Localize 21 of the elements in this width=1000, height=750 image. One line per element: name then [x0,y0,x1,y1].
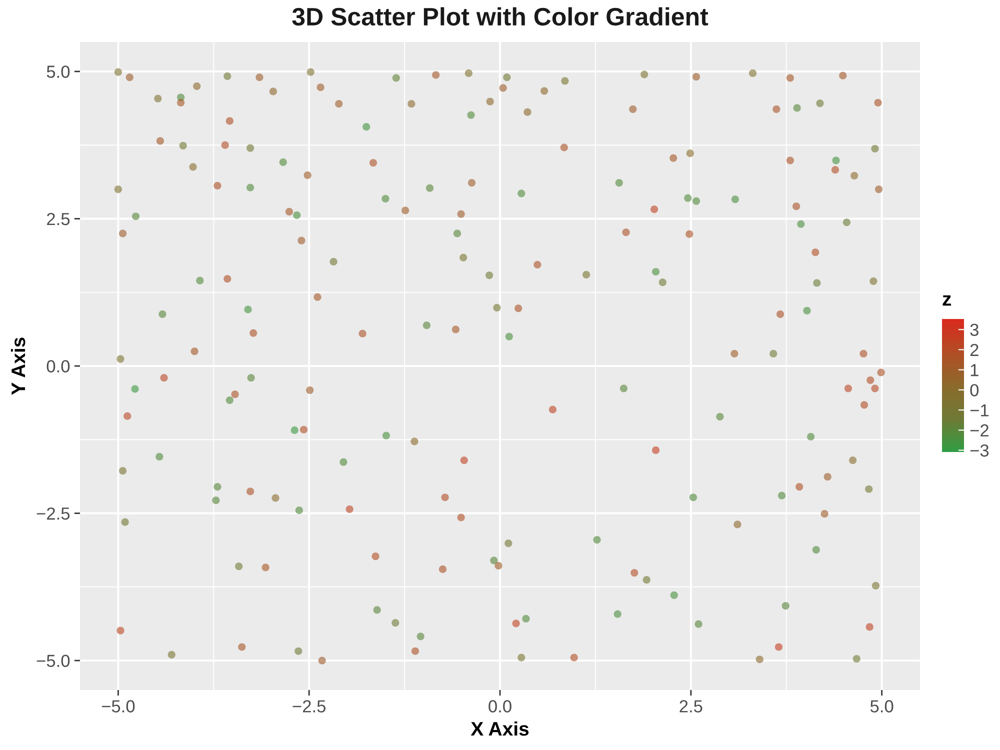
y-tick-label: 0.0 [46,360,70,372]
x-tick-label: −2.5 [292,700,326,712]
y-tick-label: 2.5 [47,212,70,226]
y-tick-label: −5.0 [36,654,70,668]
x-axis-title: X Axis [470,721,529,736]
color-bar-label: 1 [970,364,978,376]
color-bar-label: −3 [970,444,989,457]
color-bar-title: z [942,295,952,306]
x-tick-label: 2.5 [680,700,702,712]
y-axis-title: Y Axis [10,338,26,395]
color-bar-label: 0 [970,384,979,396]
x-tick-label: −5.0 [102,700,135,712]
color-bar-label: −1 [970,404,988,416]
x-tick-label: 0.0 [488,700,512,712]
y-tick-label: 5.0 [46,66,70,78]
x-tick-label: 5.0 [870,700,894,712]
y-tick-label: −2.5 [36,507,70,520]
color-bar-label: 2 [970,344,978,356]
chart-title: 3D Scatter Plot with Color Gradient [292,7,708,26]
color-bar-label: −2 [970,424,988,436]
color-bar-label: 3 [970,324,978,336]
